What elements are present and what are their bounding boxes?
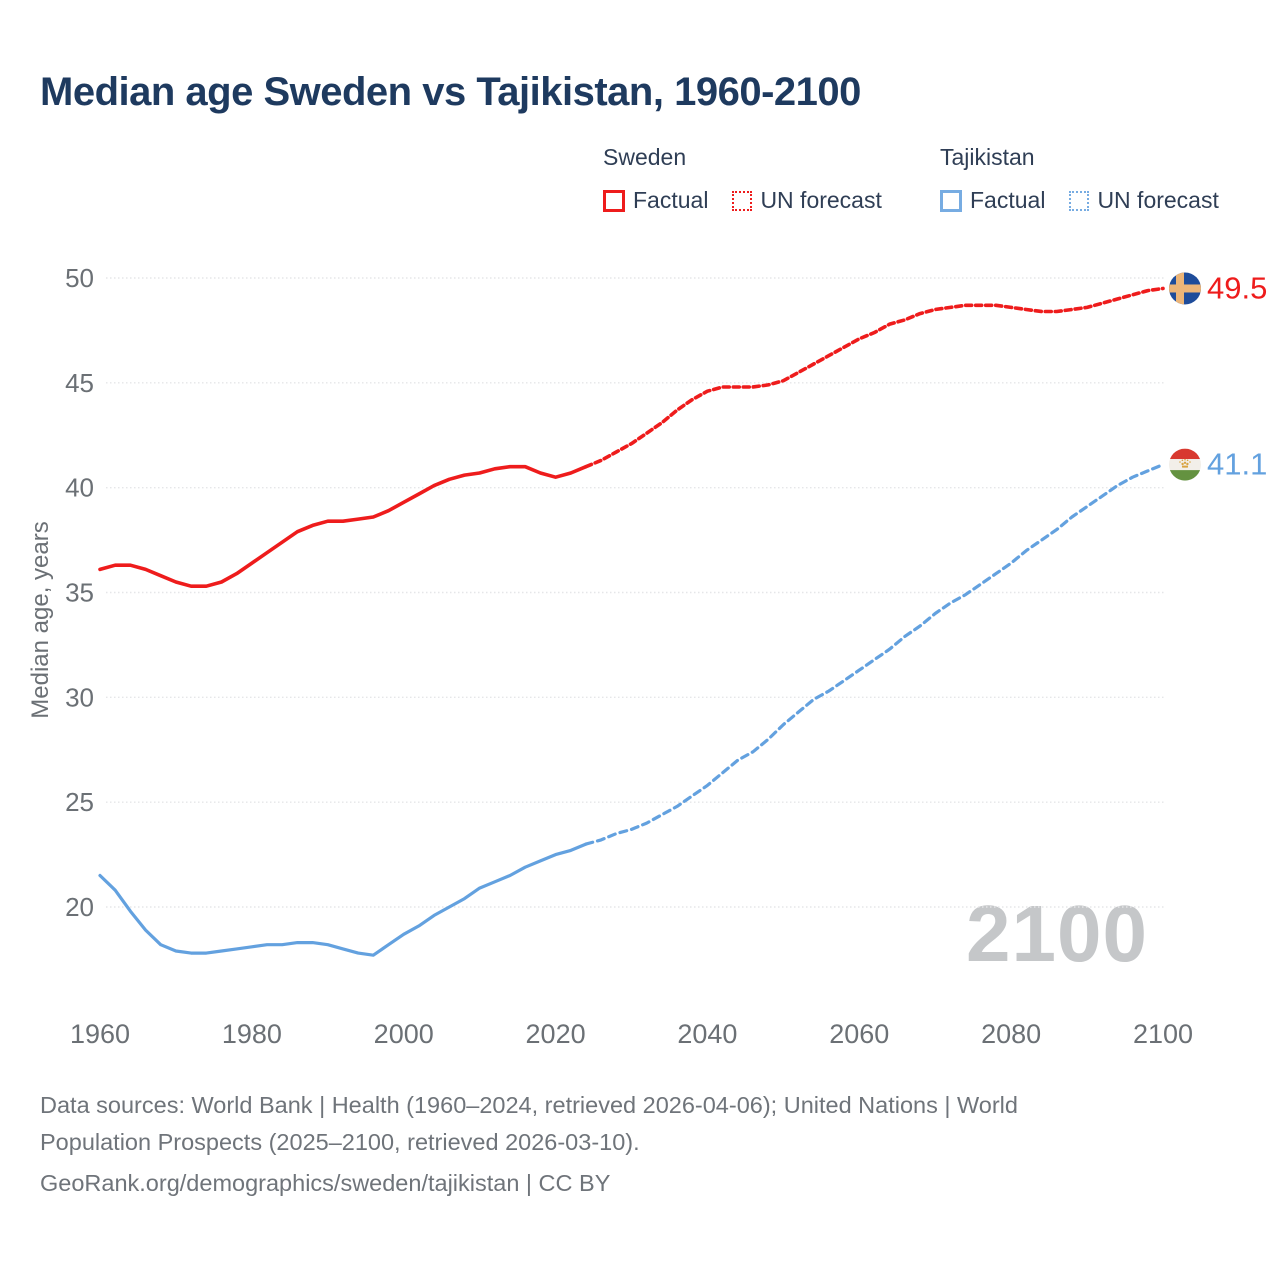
y-tick-label: 20	[65, 892, 94, 922]
footer: Data sources: World Bank | Health (1960–…	[40, 1087, 1018, 1202]
sweden-forecast-line	[584, 286, 1165, 469]
legend-tajikistan-forecast: UN forecast	[1069, 187, 1219, 214]
y-axis-title: Median age, years	[27, 521, 54, 718]
tajikistan-factual-line	[98, 842, 588, 957]
sweden-end-value: 49.5	[1207, 270, 1267, 305]
tajikistan-forecast-line	[584, 463, 1165, 846]
x-tick-label: 2060	[829, 1019, 889, 1049]
x-tick-label: 1980	[222, 1019, 282, 1049]
legend-tajikistan-factual: Factual	[940, 187, 1045, 214]
legend-label: Factual	[633, 187, 709, 213]
legend-label: Factual	[970, 187, 1046, 213]
legend-sweden-title: Sweden	[603, 144, 687, 170]
legend-sweden-factual: Factual	[603, 187, 708, 214]
y-tick-label: 25	[65, 787, 94, 817]
legend-label: UN forecast	[760, 187, 882, 213]
x-tick-label: 2000	[374, 1019, 434, 1049]
tajikistan-flag-icon	[1169, 448, 1201, 481]
legend-tajikistan: Tajikistan Factual UN forecast	[940, 144, 1219, 214]
legend-tajikistan-title: Tajikistan	[940, 144, 1035, 170]
y-tick-label: 30	[65, 682, 94, 712]
sweden-factual-swatch-icon	[603, 189, 625, 212]
sweden-forecast-swatch-icon	[732, 190, 753, 211]
y-tick-label: 35	[65, 578, 94, 608]
legend-label: UN forecast	[1097, 187, 1219, 213]
y-tick-label: 45	[65, 368, 94, 398]
x-tick-label: 1960	[70, 1019, 130, 1049]
tajikistan-end-value: 41.1	[1207, 447, 1267, 482]
x-tick-label: 2100	[1133, 1019, 1193, 1049]
x-tick-label: 2020	[526, 1019, 586, 1049]
tajikistan-factual-swatch-icon	[940, 189, 962, 212]
data-sources-line: Population Prospects (2025–2100, retriev…	[40, 1129, 640, 1155]
y-tick-label: 50	[65, 263, 94, 293]
legend-sweden: Sweden Factual UN forecast	[603, 144, 882, 214]
sweden-factual-line	[98, 464, 588, 589]
watermark-year: 2100	[966, 889, 1148, 978]
x-tick-label: 2040	[677, 1019, 737, 1049]
data-sources-line: Data sources: World Bank | Health (1960–…	[40, 1092, 1018, 1118]
legend-sweden-forecast: UN forecast	[732, 187, 882, 214]
source-link[interactable]: GeoRank.org/demographics/sweden/tajikist…	[40, 1170, 611, 1196]
x-tick-label: 2080	[981, 1019, 1041, 1049]
y-tick-label: 40	[65, 473, 94, 503]
tajikistan-forecast-swatch-icon	[1069, 190, 1090, 211]
chart-title: Median age Sweden vs Tajikistan, 1960-21…	[40, 70, 861, 114]
sweden-flag-icon	[1169, 272, 1201, 305]
